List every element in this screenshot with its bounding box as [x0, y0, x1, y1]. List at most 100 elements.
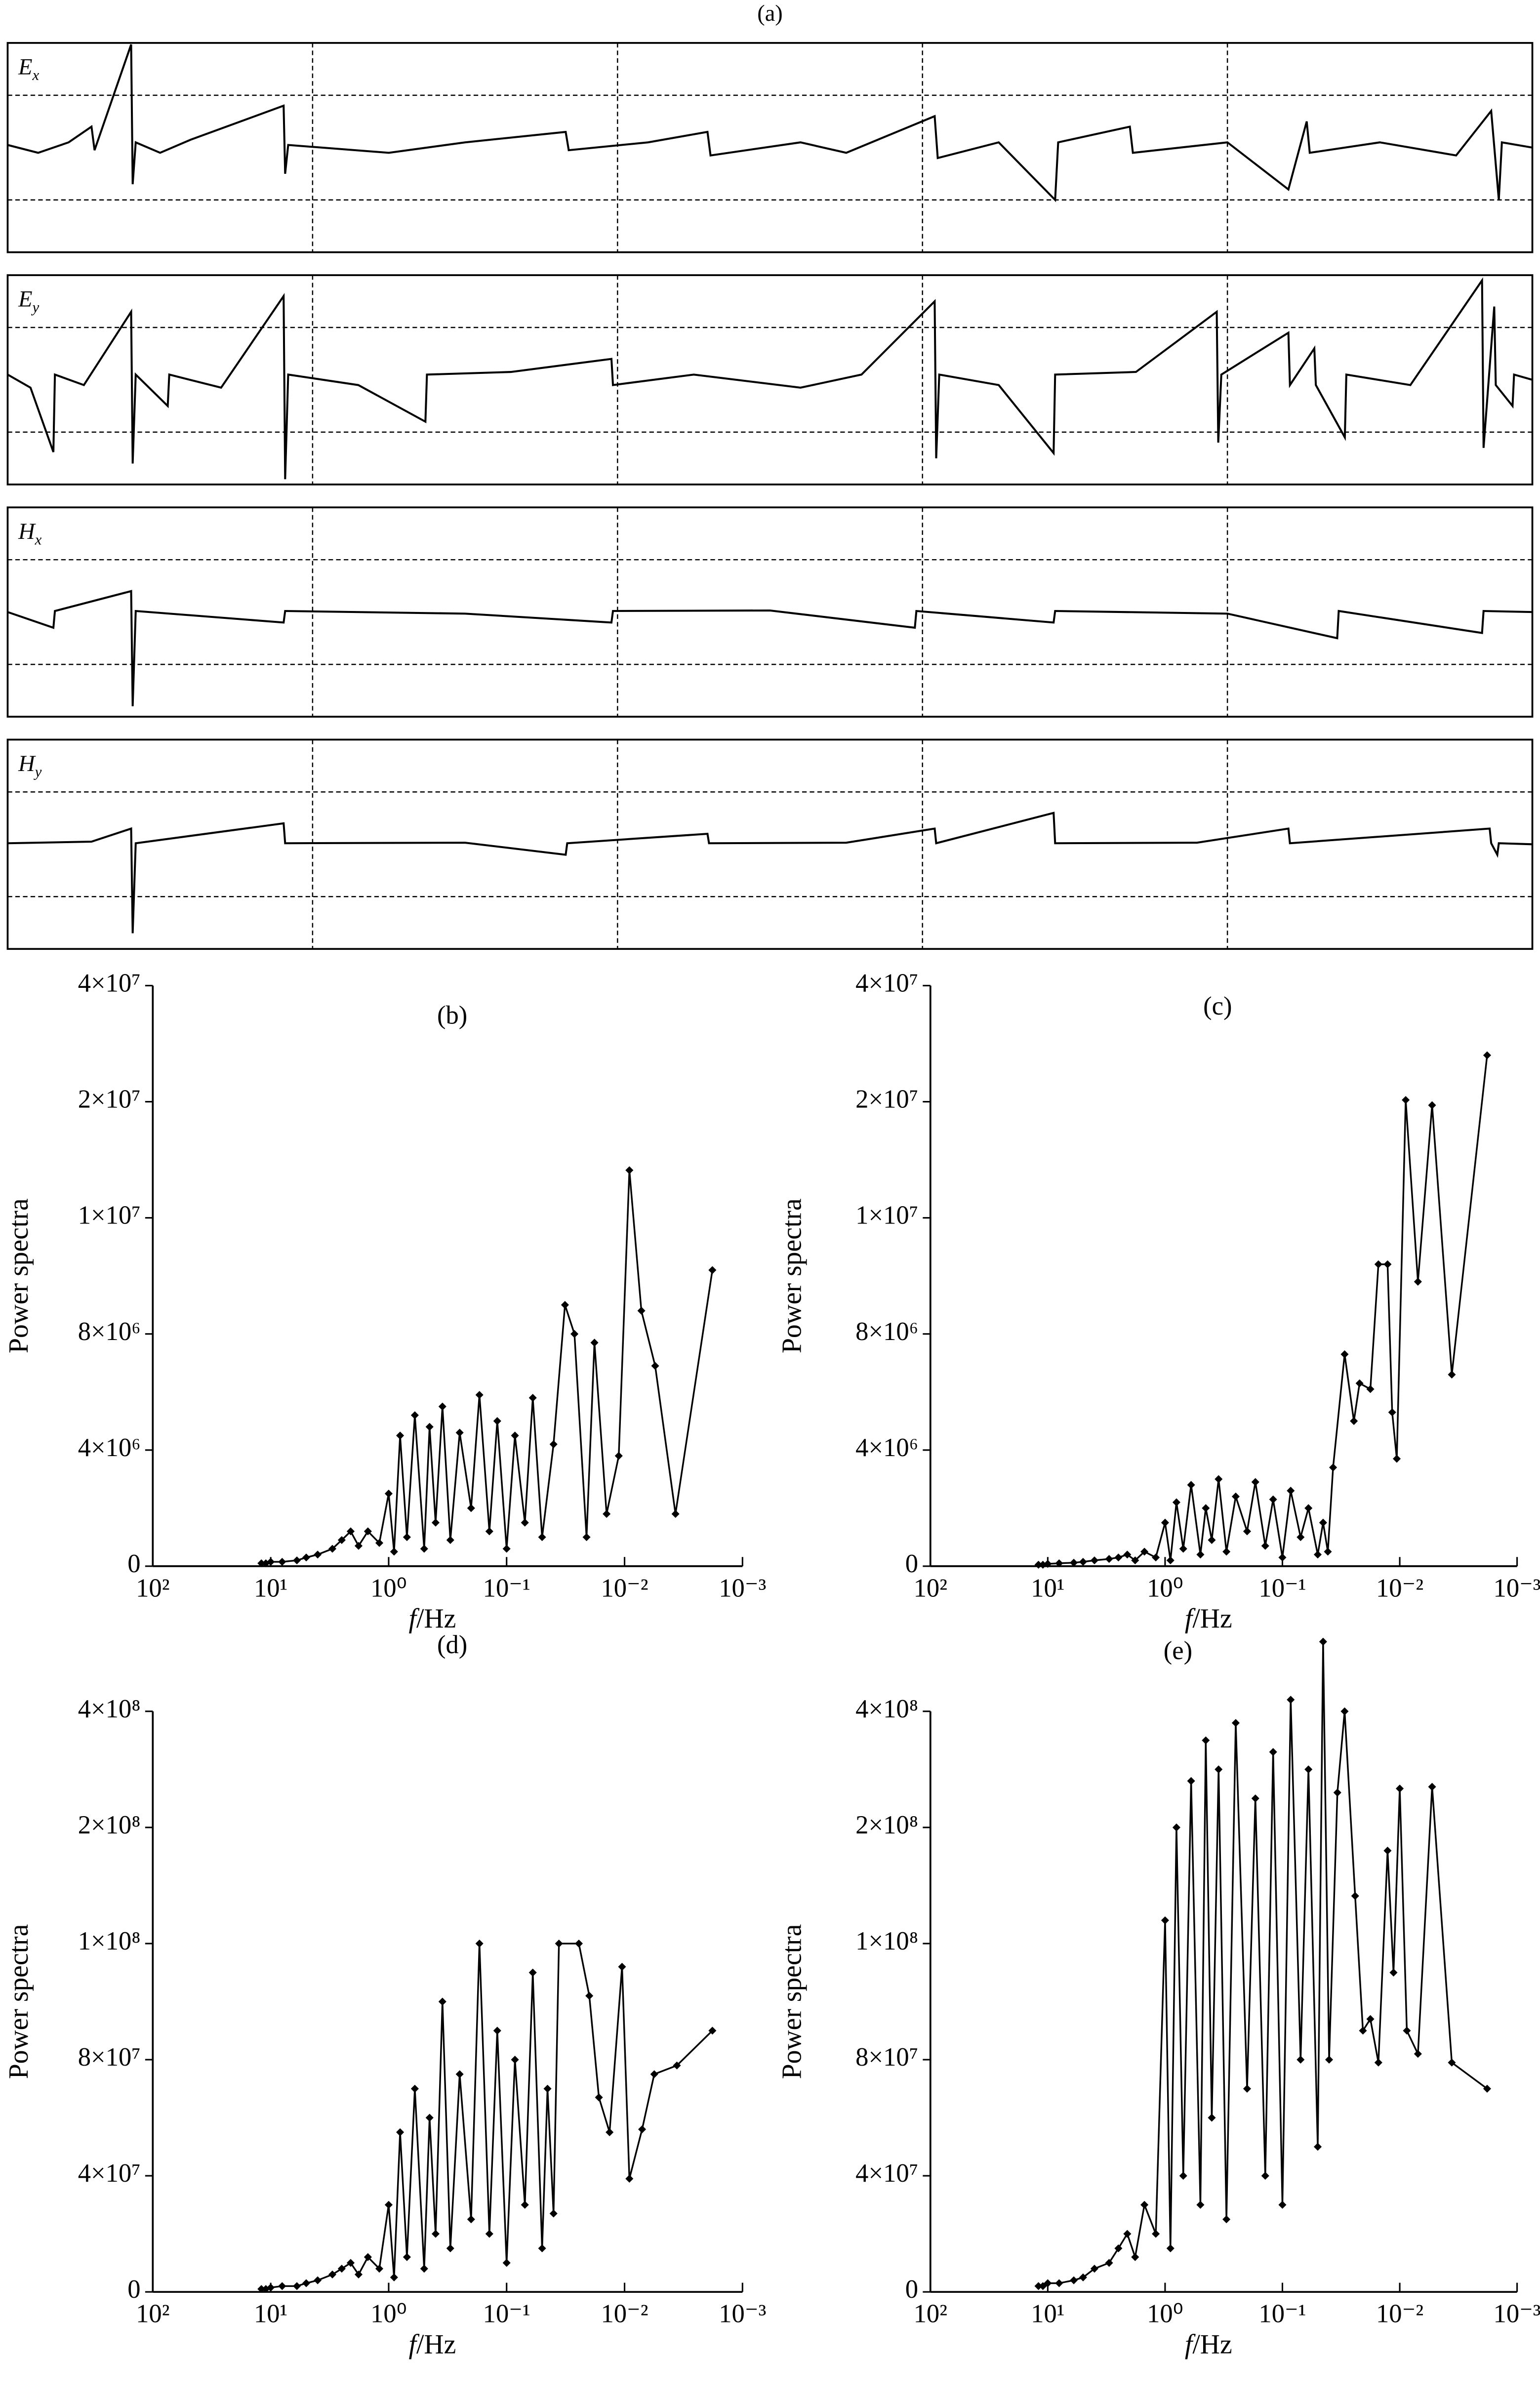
data-point	[1215, 1475, 1223, 1483]
data-point	[1329, 1464, 1337, 1472]
data-point	[1483, 1051, 1492, 1059]
data-point	[1222, 1547, 1231, 1556]
x-tick-label: 10²	[136, 2300, 169, 2328]
y-tick-label: 4×10⁷	[78, 2159, 141, 2188]
data-point	[502, 2259, 511, 2267]
data-point	[1222, 2215, 1231, 2224]
data-point	[1269, 1495, 1277, 1504]
data-point	[1243, 1527, 1252, 1536]
data-point	[1208, 2114, 1216, 2122]
series-line	[261, 1943, 713, 2290]
data-point	[1105, 1555, 1113, 1563]
data-point	[606, 2128, 614, 2136]
trace-subscript: x	[32, 66, 39, 83]
data-point	[1039, 1560, 1047, 1569]
trace-subscript: x	[35, 530, 42, 548]
data-point	[384, 2200, 393, 2209]
x-tick-label: 10⁻²	[601, 1574, 648, 1602]
y-tick-label: 8×10⁶	[78, 1317, 141, 1346]
y-tick-label: 2×10⁸	[855, 1811, 918, 1839]
data-point	[346, 1527, 355, 1536]
data-point	[1251, 1478, 1259, 1486]
data-point	[293, 1556, 301, 1565]
x-tick-label: 10⁻³	[719, 2300, 766, 2328]
data-point	[671, 1510, 680, 1518]
data-point	[1166, 1556, 1175, 1565]
y-tick-label: 2×10⁸	[78, 1811, 141, 1839]
data-point	[1172, 1498, 1180, 1506]
x-tick-label: 10¹	[1031, 2300, 1064, 2328]
data-point	[425, 1423, 434, 1431]
x-tick-label: 10⁻¹	[483, 1574, 530, 1602]
data-point	[1140, 2200, 1149, 2209]
data-point	[1179, 1545, 1187, 1553]
data-point	[1359, 2027, 1367, 2035]
data-point	[1366, 2015, 1375, 2023]
y-tick-label: 0	[127, 2275, 140, 2304]
data-point	[1392, 1455, 1401, 1463]
data-point	[625, 1166, 634, 1175]
data-point	[278, 2282, 286, 2290]
data-point	[1179, 2172, 1187, 2180]
y-axis-label: Power spectra	[3, 1198, 34, 1353]
data-point	[1123, 1550, 1132, 1559]
data-point	[1105, 2259, 1113, 2267]
data-point	[1261, 1542, 1269, 1550]
data-point	[475, 1939, 484, 1948]
data-point	[262, 2285, 270, 2293]
data-point	[1313, 2143, 1322, 2151]
trace-label: Hx	[18, 519, 42, 548]
trace-line	[7, 277, 1533, 480]
data-point	[538, 2244, 546, 2253]
data-point	[1161, 1916, 1169, 1924]
x-tick-label: 10⁰	[370, 1574, 407, 1602]
data-point	[257, 2285, 266, 2293]
x-tick-label: 10⁻²	[1376, 1574, 1423, 1602]
y-tick-label: 4×10⁷	[78, 969, 141, 998]
data-point	[1152, 2230, 1160, 2238]
data-point	[302, 1553, 311, 1562]
data-point	[511, 2055, 519, 2064]
data-point	[485, 1527, 493, 1536]
data-point	[364, 1527, 372, 1536]
data-point	[1140, 1547, 1149, 1556]
trace-line	[7, 812, 1533, 934]
data-point	[1044, 1560, 1052, 1568]
data-point	[1333, 1789, 1341, 1797]
data-point	[1208, 1536, 1216, 1545]
y-tick-label: 0	[905, 1549, 918, 1578]
data-point	[1079, 2273, 1087, 2281]
data-point	[1196, 2200, 1205, 2209]
data-point	[511, 1431, 519, 1440]
data-point	[1196, 1550, 1205, 1559]
data-point	[328, 1545, 337, 1553]
data-point	[420, 1545, 428, 1553]
y-tick-label: 4×10⁸	[855, 1695, 918, 1723]
chart-title: (c)	[1203, 992, 1232, 1020]
data-point	[618, 1962, 626, 1971]
data-point	[1319, 1637, 1327, 1646]
data-point	[549, 2209, 558, 2218]
data-point	[1297, 1533, 1305, 1542]
x-tick-label: 10²	[136, 1574, 169, 1602]
data-point	[278, 1558, 286, 1566]
data-point	[1319, 1518, 1327, 1527]
data-point	[1366, 1385, 1375, 1393]
data-point	[603, 1510, 611, 1518]
data-point	[1269, 1748, 1277, 1756]
trace-label: Ex	[18, 54, 39, 83]
data-point	[337, 1536, 346, 1545]
y-tick-label: 0	[905, 2275, 918, 2304]
data-point	[1131, 2253, 1139, 2261]
data-point	[1351, 1892, 1359, 1900]
trace-symbol: H	[18, 519, 36, 544]
data-point	[403, 1533, 411, 1542]
x-axis-label: f/Hz	[1185, 2329, 1232, 2359]
data-point	[1325, 2055, 1334, 2064]
data-point	[410, 1411, 419, 1420]
data-point	[595, 2093, 603, 2102]
x-tick-label: 10¹	[1031, 1574, 1064, 1602]
x-axis-unit: /Hz	[1192, 2329, 1232, 2359]
